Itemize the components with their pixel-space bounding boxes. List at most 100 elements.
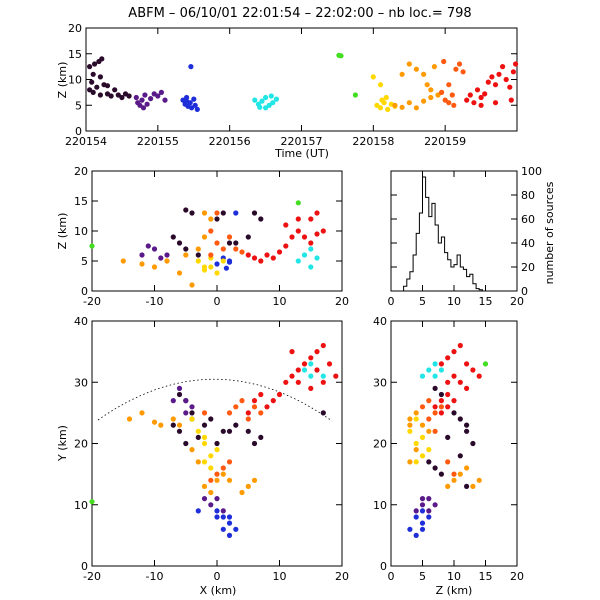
source-point (333, 373, 339, 379)
source-point (413, 532, 419, 539)
source-point (189, 447, 195, 453)
source-point (195, 428, 201, 434)
source-point (308, 216, 314, 222)
source-point (214, 270, 220, 276)
y-tick-label: 30 (74, 376, 88, 389)
source-point (424, 82, 430, 88)
x-tick-label: -10 (146, 570, 164, 583)
histogram-bar (426, 197, 429, 291)
source-point (226, 520, 233, 526)
source-point (155, 93, 161, 99)
y-tick-label: 0 (521, 285, 528, 298)
source-point (413, 440, 419, 447)
x-tick-label: 220155 (137, 135, 179, 148)
source-point (492, 82, 499, 88)
source-point (457, 379, 463, 385)
source-point (220, 210, 226, 216)
histogram-bar (419, 213, 422, 291)
source-point (419, 453, 426, 459)
source-point (482, 91, 488, 97)
histogram-bar (479, 290, 482, 291)
source-point (220, 508, 226, 514)
source-point (320, 379, 326, 385)
y-tick-label: 20 (68, 22, 82, 35)
source-point (251, 255, 258, 261)
source-point (496, 71, 502, 77)
source-point (419, 434, 426, 440)
source-point (451, 398, 457, 404)
source-point (399, 104, 405, 110)
histogram-bar (413, 255, 416, 291)
figure-title: ABFM – 06/10/01 22:01:54 – 22:02:00 – nb… (128, 6, 471, 21)
source-point (214, 440, 220, 447)
panel-histogram-marks (403, 176, 483, 291)
histogram-bar (441, 237, 444, 291)
source-point (233, 210, 239, 216)
source-point (145, 243, 151, 249)
x-tick-label: 20 (335, 570, 349, 583)
source-point (320, 228, 326, 234)
source-point (470, 483, 476, 489)
y-tick-label: 100 (521, 165, 542, 178)
source-point (407, 459, 413, 465)
x-tick-label: 15 (479, 570, 493, 583)
source-point (510, 69, 516, 75)
panel-x-z: Z (km) -20 -10 0 10 20 0 5 10 15 20 (56, 165, 349, 308)
x-tick-label: 10 (447, 570, 461, 583)
source-point (208, 216, 214, 222)
source-point (432, 361, 438, 367)
source-point (407, 428, 413, 434)
source-point (99, 56, 105, 62)
source-point (264, 252, 270, 258)
source-point (301, 234, 308, 240)
histogram-bar (410, 272, 413, 291)
source-point (314, 210, 320, 216)
source-point (283, 243, 289, 249)
source-point (295, 216, 301, 222)
source-point (438, 410, 444, 416)
y-tick-label: 30 (373, 376, 387, 389)
x-tick-label: 0 (214, 295, 221, 308)
x-tick-label: 10 (273, 570, 287, 583)
source-point (413, 416, 419, 422)
source-point (413, 447, 419, 453)
source-point (188, 64, 194, 70)
source-point (252, 97, 258, 103)
source-point (151, 264, 158, 270)
source-point (258, 391, 264, 398)
source-point (426, 416, 432, 422)
source-point (170, 422, 176, 428)
source-point (233, 246, 239, 252)
histogram-bar (476, 289, 479, 291)
source-point (264, 404, 270, 410)
source-point (464, 422, 470, 428)
source-point (270, 255, 276, 261)
source-point (214, 477, 220, 483)
source-point (139, 252, 145, 258)
source-point (464, 428, 470, 434)
source-point (226, 532, 233, 539)
source-point (220, 514, 226, 520)
source-point (263, 94, 269, 101)
source-point (432, 410, 438, 416)
source-point (258, 410, 264, 416)
source-point (471, 100, 477, 106)
source-point (90, 89, 96, 95)
source-point (451, 102, 457, 108)
source-point (301, 361, 308, 367)
source-point (320, 342, 326, 349)
source-point (208, 477, 214, 483)
source-point (273, 96, 279, 102)
source-point (381, 100, 387, 106)
panel-x-z-marks (89, 200, 326, 288)
source-point (428, 94, 434, 101)
source-point (377, 82, 384, 88)
source-point (385, 106, 391, 112)
source-point (251, 404, 258, 410)
source-point (201, 440, 208, 447)
source-point (151, 419, 158, 425)
source-point (451, 471, 457, 477)
source-point (220, 258, 226, 264)
y-tick-label: 20 (521, 261, 535, 274)
